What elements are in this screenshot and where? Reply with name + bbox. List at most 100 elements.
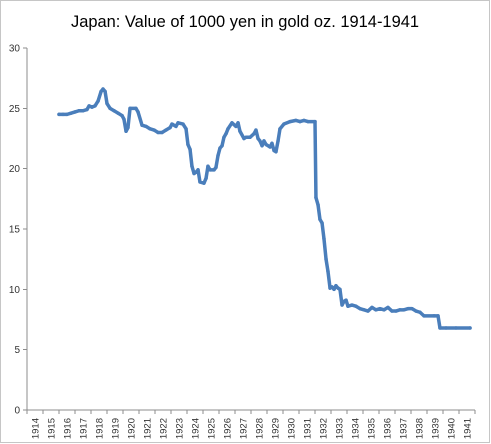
data-point (318, 217, 322, 222)
x-tick-label: 1924 (190, 418, 201, 439)
x-tick-label: 1938 (414, 418, 425, 439)
data-point (260, 144, 264, 148)
data-point (194, 170, 198, 174)
data-point (322, 236, 326, 241)
data-point (386, 305, 390, 310)
data-point (334, 284, 338, 288)
data-point (236, 121, 240, 125)
data-point (262, 139, 266, 143)
data-point (208, 168, 212, 172)
data-point (468, 326, 472, 330)
data-point (358, 306, 362, 311)
data-point (258, 139, 262, 143)
data-point (168, 125, 172, 130)
data-point (214, 165, 218, 170)
data-point (436, 314, 440, 318)
data-point (354, 304, 358, 308)
data-point (126, 125, 130, 130)
x-tick-label: 1921 (142, 418, 153, 439)
data-point (222, 135, 226, 139)
data-point (174, 124, 178, 129)
data-point (170, 122, 174, 126)
data-point (136, 110, 140, 114)
y-tick-label: 10 (9, 285, 21, 296)
data-point (69, 111, 73, 115)
data-point (238, 129, 242, 133)
y-tick-label: 30 (9, 44, 21, 55)
data-point (220, 144, 224, 148)
x-tick-label: 1941 (462, 418, 473, 439)
data-point (282, 122, 286, 126)
x-tick-label: 1914 (30, 418, 41, 439)
data-point (406, 306, 410, 311)
data-point (274, 150, 278, 154)
data-point (378, 306, 382, 311)
data-point (278, 127, 282, 131)
x-tick-label: 1929 (270, 418, 281, 439)
data-point (226, 127, 230, 131)
x-tick-label: 1927 (238, 418, 249, 439)
data-point (432, 314, 436, 318)
data-point (410, 306, 414, 311)
x-tick-label: 1931 (302, 418, 313, 439)
data-point (320, 221, 324, 225)
data-point (390, 309, 394, 313)
data-point (438, 326, 442, 330)
data-point (366, 309, 370, 313)
data-point (362, 308, 366, 312)
data-point (164, 128, 168, 132)
data-point (332, 287, 336, 292)
data-point (190, 164, 194, 168)
x-tick-label: 1918 (94, 418, 105, 439)
x-tick-label: 1928 (254, 418, 265, 439)
y-axis: 0 5 10 15 20 25 30 (9, 44, 28, 417)
x-tick-label: 1919 (110, 418, 121, 439)
chart-title: Japan: Value of 1000 yen in gold oz. 191… (71, 13, 419, 31)
x-tick-label: 1930 (286, 418, 297, 439)
x-tick-label: 1933 (334, 418, 345, 439)
data-point (93, 104, 97, 108)
data-point (105, 101, 109, 106)
plot-series (57, 87, 472, 330)
x-tick-label: 1920 (126, 418, 137, 439)
data-point (276, 139, 280, 143)
x-tick-label: 1922 (158, 418, 169, 439)
data-point (81, 109, 85, 113)
data-point (212, 168, 216, 172)
data-point (90, 105, 94, 109)
data-point (116, 111, 120, 115)
x-tick-label: 1940 (446, 418, 457, 439)
y-tick-label: 0 (14, 406, 20, 417)
data-point (264, 142, 268, 147)
data-point (206, 164, 210, 168)
data-point (112, 109, 116, 113)
data-point (77, 109, 81, 113)
data-point (340, 303, 344, 307)
data-point (346, 304, 350, 308)
data-point (244, 135, 248, 139)
x-tick-label: 1934 (350, 418, 361, 439)
data-point (124, 129, 128, 133)
data-point (382, 308, 386, 312)
data-point (188, 147, 192, 152)
data-point (176, 121, 180, 125)
data-point (350, 303, 354, 307)
data-point (65, 112, 69, 117)
data-point (306, 119, 310, 124)
data-point (230, 121, 234, 125)
data-point (57, 112, 61, 117)
data-point (140, 123, 144, 127)
data-point (202, 181, 206, 185)
y-tick-label: 20 (9, 164, 21, 175)
data-point (61, 112, 65, 117)
y-tick-label: 25 (9, 104, 21, 115)
data-point (196, 168, 200, 172)
data-point (144, 124, 148, 129)
data-point (128, 106, 132, 111)
data-point (268, 145, 272, 149)
data-point (402, 308, 406, 312)
data-point (398, 308, 402, 312)
